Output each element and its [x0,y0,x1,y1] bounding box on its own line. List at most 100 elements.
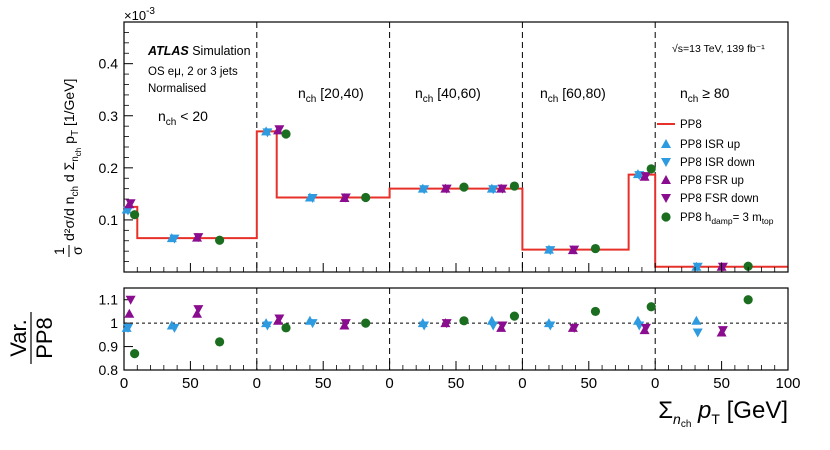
top-point-s1-4 [419,185,430,195]
ratio-y-ticks: 0.8 0.9 1 1.1 [99,292,788,378]
top-point-s4-5 [509,181,520,191]
ratio-point-s4-6 [590,306,601,317]
ratio-ytick-label-0: 0.8 [99,362,119,378]
top-point-s1-3 [307,194,318,204]
ratio-point-s2-0 [124,308,135,318]
region-label-3: nch [60,80) [540,85,606,105]
top-point-s1-2 [262,128,273,138]
ratio-point-s1-7 [634,321,645,331]
atlas-label: ATLAS Simulation [147,44,251,58]
top-point-s3-7 [640,172,651,182]
region-label-2: nch [40,60) [415,85,481,105]
ratio-point-s3-2 [274,314,285,324]
ratio-point-s1-1 [169,323,180,333]
ratio-point-s1-6 [545,321,556,331]
top-point-s3-1 [193,233,204,243]
ratio-point-s1-0 [122,323,133,333]
ratio-ylabel-num: Var. [6,319,31,357]
ratio-point-s3-5 [497,321,508,331]
ratio-point-s3-6 [569,323,580,333]
legend: PP8 PP8 ISR up PP8 ISR down PP8 FSR up P… [657,119,774,226]
ratio-point-s4-0 [130,349,140,359]
top-point-s4-3 [361,192,371,203]
ratio-region-dividers [256,288,656,370]
top-ytick-label-1: 0.2 [99,160,119,176]
legend-marker-2 [661,158,671,167]
ratio-ylabel: Var. PP8 [6,312,57,364]
ratio-ylabel-den: PP8 [32,317,57,359]
ratio-markers [121,295,753,359]
ratio-point-s1-3 [307,319,318,329]
ylabel-text: d²σ/d nch d Σnch pT [1/GeV] [61,79,83,241]
legend-label-5: PP8 hdamp= 3 mtop [680,212,774,226]
top-point-s1-0 [122,206,133,216]
xtick-label-5: 50 [448,375,465,392]
ratio-point-s1-4 [419,321,430,331]
top-point-s4-6 [590,243,601,254]
top-point-s3-8 [717,262,728,272]
top-ytick-label-0: 0.1 [99,212,119,228]
legend-marker-5 [661,212,671,222]
ratio-point-s4-3 [361,318,371,328]
ratio-point-s4-4 [459,316,469,326]
ylabel-frac-num: 1 [51,247,67,255]
energy-label: √s=13 TeV, 139 fb⁻¹ [672,43,765,55]
ratio-point-s4-2 [281,323,291,333]
ratio-point-s4-7 [646,302,656,312]
region-label-4: nch ≥ 80 [680,85,730,105]
ratio-ytick-label-3: 1.1 [99,292,119,308]
xtick-label-7: 50 [580,375,597,392]
xtick-label-1: 50 [182,375,199,392]
legend-label-1: PP8 ISR up [680,139,740,151]
top-point-s4-1 [215,235,225,245]
top-point-s4-2 [281,129,291,139]
top-ytick-label-2: 0.3 [99,108,119,124]
ylabel-frac-den: σ [69,246,85,255]
x-axis-label: Σnch pT [GeV] [658,397,788,430]
ratio-point-s3-1 [193,305,204,315]
xtick-label-3: 50 [315,375,332,392]
ratio-point-s4-1 [215,337,225,347]
ratio-point-s3-0 [125,295,136,305]
top-ytick-label-3: 0.4 [99,56,119,72]
top-point-s3-6 [569,245,580,255]
legend-label-0: PP8 [680,119,702,131]
legend-label-3: PP8 FSR up [680,175,744,187]
xtick-label-10: 100 [775,375,800,392]
ratio-point-s1-5 [488,321,499,331]
xtick-label-8: 0 [651,375,659,392]
xtick-label-4: 0 [385,375,393,392]
region-label-1: nch [20,40) [298,85,364,105]
top-point-s3-2 [274,125,285,135]
ratio-point-s3-3 [340,319,351,329]
top-point-s4-0 [130,210,140,220]
xtick-label-9: 50 [713,375,730,392]
ratio-point-s1-2 [262,321,273,331]
top-y-ticks: 0.1 0.2 0.3 0.4 [99,32,133,262]
top-ylabel: 1 σ d²σ/d nch d Σnch pT [1/GeV] [51,79,85,257]
region-label-0: nch < 20 [158,108,208,128]
ratio-point-s1-8 [692,328,703,338]
top-point-s1-6 [545,246,556,256]
top-point-s1-5 [488,185,499,195]
top-point-s3-0 [125,199,136,209]
top-point-s1-8 [692,262,703,272]
ratio-point-s4-8 [743,295,753,305]
top-point-s1-1 [169,234,180,244]
top-region-dividers [256,22,656,272]
xtick-label-2: 0 [253,375,261,392]
legend-label-2: PP8 ISR down [680,157,755,169]
top-point-s3-5 [497,184,508,194]
xtick-label-0: 0 [120,375,128,392]
top-point-s3-3 [340,193,351,203]
top-point-s4-8 [743,261,753,271]
x-ticks: 0 50 0 50 0 50 0 50 0 50 100 [120,263,801,392]
ratio-panel-frame [123,287,789,371]
ratio-point-s3-7 [640,323,651,333]
legend-marker-4 [661,194,671,203]
ratio-ytick-label-2: 1 [110,315,118,331]
xtick-label-6: 0 [518,375,526,392]
top-markers [121,125,753,272]
top-point-s4-4 [459,182,469,192]
